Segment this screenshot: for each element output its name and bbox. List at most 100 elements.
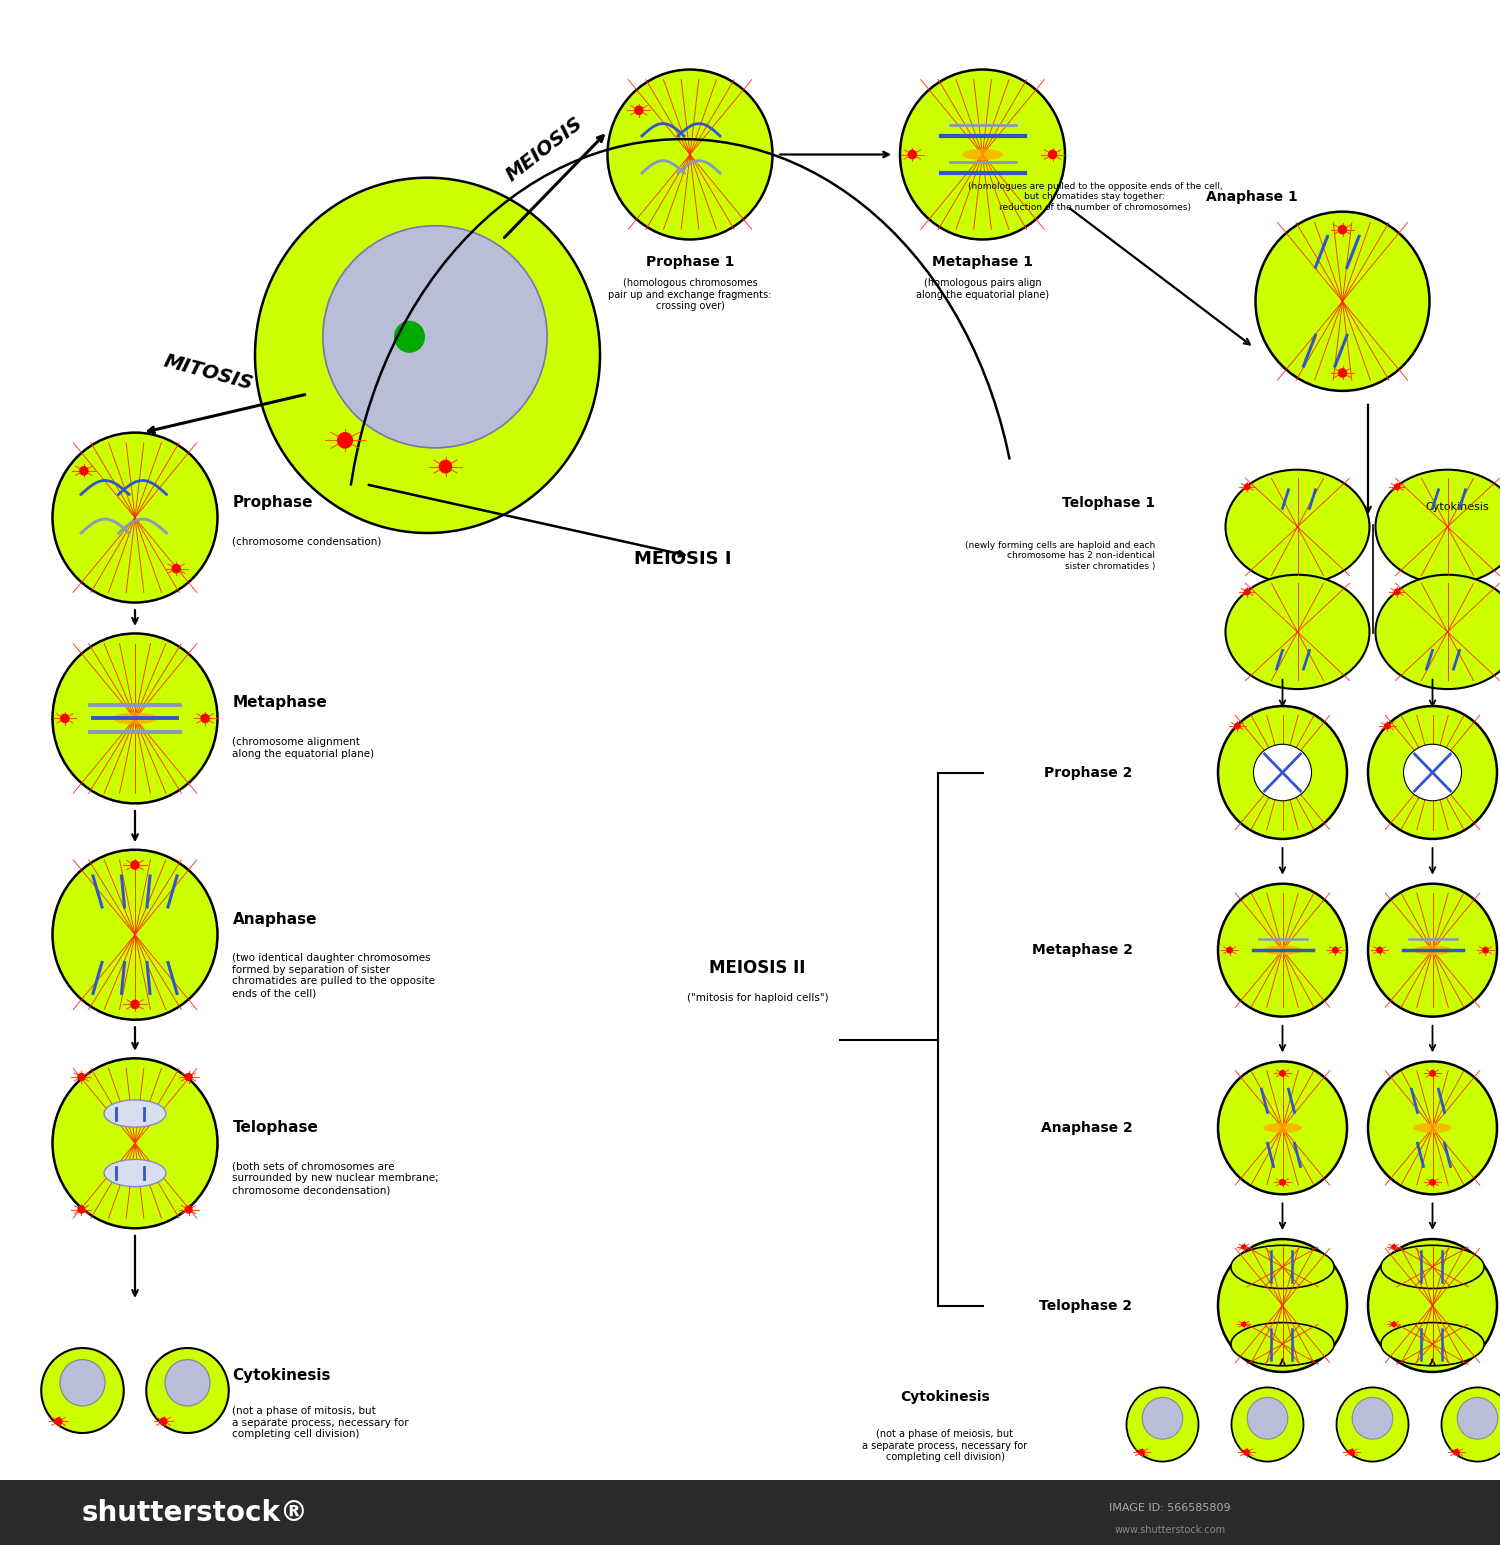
Circle shape	[1394, 589, 1401, 595]
Ellipse shape	[1413, 1123, 1452, 1132]
Text: ("mitosis for haploid cells"): ("mitosis for haploid cells")	[687, 993, 828, 1003]
Ellipse shape	[42, 1347, 123, 1434]
Ellipse shape	[1368, 1239, 1497, 1372]
Ellipse shape	[1248, 1397, 1287, 1440]
Circle shape	[1430, 1069, 1436, 1077]
Circle shape	[1226, 947, 1233, 953]
Text: Anaphase: Anaphase	[232, 912, 316, 927]
Ellipse shape	[1226, 575, 1370, 689]
Ellipse shape	[1442, 1387, 1500, 1462]
Circle shape	[201, 714, 210, 723]
Text: Telophase: Telophase	[232, 1120, 318, 1136]
Text: Anaphase 2: Anaphase 2	[1041, 1120, 1132, 1136]
Circle shape	[394, 321, 424, 352]
Circle shape	[1376, 947, 1383, 953]
Circle shape	[1384, 723, 1390, 729]
Ellipse shape	[147, 1347, 228, 1434]
Text: (not a phase of mitosis, but
a separate process, necessary for
completing cell d: (not a phase of mitosis, but a separate …	[232, 1406, 410, 1438]
Text: Cytokinesis: Cytokinesis	[1425, 502, 1490, 511]
Circle shape	[1234, 723, 1240, 729]
Circle shape	[130, 1000, 140, 1009]
Ellipse shape	[104, 1100, 166, 1128]
Circle shape	[1348, 1449, 1354, 1455]
Circle shape	[338, 433, 352, 448]
Ellipse shape	[900, 70, 1065, 239]
Circle shape	[1332, 947, 1340, 953]
Ellipse shape	[1256, 212, 1430, 391]
Circle shape	[1280, 1069, 1286, 1077]
Text: Metaphase 2: Metaphase 2	[1032, 942, 1132, 958]
Circle shape	[78, 1072, 86, 1082]
FancyBboxPatch shape	[0, 1480, 1500, 1545]
Ellipse shape	[53, 633, 217, 803]
Ellipse shape	[1336, 1387, 1408, 1462]
Circle shape	[171, 564, 182, 573]
Ellipse shape	[1126, 1387, 1198, 1462]
Text: MEIOSIS I: MEIOSIS I	[633, 550, 732, 569]
Ellipse shape	[608, 70, 772, 239]
Text: Cytokinesis: Cytokinesis	[232, 1367, 332, 1383]
Ellipse shape	[1232, 1245, 1334, 1289]
Ellipse shape	[104, 1159, 166, 1187]
Text: shutterstock®: shutterstock®	[81, 1499, 309, 1526]
Circle shape	[1240, 1244, 1246, 1250]
Circle shape	[78, 1205, 86, 1214]
Circle shape	[1394, 484, 1401, 490]
Text: (two identical daughter chromosomes
formed by separation of sister
chromatides a: (two identical daughter chromosomes form…	[232, 953, 435, 998]
Ellipse shape	[1353, 1397, 1392, 1440]
Ellipse shape	[1263, 946, 1302, 955]
Ellipse shape	[255, 178, 600, 533]
Ellipse shape	[1382, 1245, 1484, 1289]
Circle shape	[908, 150, 916, 159]
Circle shape	[60, 714, 69, 723]
Text: Cytokinesis: Cytokinesis	[900, 1390, 990, 1404]
Circle shape	[1244, 589, 1251, 595]
Text: www.shutterstock.com: www.shutterstock.com	[1114, 1525, 1226, 1534]
Text: MEIOSIS II: MEIOSIS II	[710, 959, 806, 978]
Circle shape	[1138, 1449, 1144, 1455]
Ellipse shape	[962, 148, 1004, 161]
Circle shape	[1338, 224, 1347, 235]
Circle shape	[1430, 1179, 1436, 1187]
Ellipse shape	[53, 850, 217, 1020]
Circle shape	[54, 1417, 63, 1426]
Text: (homologues are pulled to the opposite ends of the cell,
but chromatides stay to: (homologues are pulled to the opposite e…	[968, 182, 1222, 212]
Circle shape	[1390, 1321, 1396, 1327]
Ellipse shape	[1382, 1323, 1484, 1366]
Ellipse shape	[1404, 745, 1461, 800]
Circle shape	[159, 1417, 168, 1426]
Ellipse shape	[1218, 706, 1347, 839]
Ellipse shape	[53, 1058, 217, 1228]
Ellipse shape	[322, 226, 548, 448]
Ellipse shape	[1368, 1061, 1497, 1194]
Circle shape	[1244, 484, 1251, 490]
Text: Telophase 1: Telophase 1	[1062, 496, 1155, 510]
Ellipse shape	[60, 1360, 105, 1406]
Circle shape	[1338, 368, 1347, 379]
Text: Metaphase 1: Metaphase 1	[932, 255, 1034, 269]
Ellipse shape	[1376, 470, 1500, 584]
Circle shape	[634, 105, 644, 116]
Circle shape	[438, 459, 453, 473]
Text: (homologous chromosomes
pair up and exchange fragments:
crossing over): (homologous chromosomes pair up and exch…	[609, 278, 771, 311]
Text: (homologous pairs align
along the equatorial plane): (homologous pairs align along the equato…	[916, 278, 1048, 300]
Text: (both sets of chromosomes are
surrounded by new nuclear membrane;
chromosome dec: (both sets of chromosomes are surrounded…	[232, 1162, 440, 1194]
Ellipse shape	[1218, 884, 1347, 1017]
Ellipse shape	[1218, 1239, 1347, 1372]
Text: MITOSIS: MITOSIS	[162, 351, 255, 394]
Text: (newly forming cells are haploid and each
chromosome has 2 non-identical
sister : (newly forming cells are haploid and eac…	[964, 541, 1155, 570]
Text: Prophase 2: Prophase 2	[1044, 765, 1132, 780]
Ellipse shape	[1232, 1387, 1304, 1462]
Ellipse shape	[1218, 1061, 1347, 1194]
Text: Prophase 1: Prophase 1	[646, 255, 734, 269]
Text: Prophase: Prophase	[232, 494, 314, 510]
Circle shape	[184, 1205, 192, 1214]
Ellipse shape	[112, 712, 158, 725]
Text: (chromosome alignment
along the equatorial plane): (chromosome alignment along the equatori…	[232, 737, 375, 759]
Text: Metaphase: Metaphase	[232, 695, 327, 711]
Ellipse shape	[1226, 470, 1370, 584]
Text: Telophase 2: Telophase 2	[1040, 1298, 1132, 1313]
Text: IMAGE ID: 566585809: IMAGE ID: 566585809	[1108, 1503, 1232, 1513]
Circle shape	[1454, 1449, 1460, 1455]
Text: (not a phase of meiosis, but
a separate process, necessary for
completing cell d: (not a phase of meiosis, but a separate …	[862, 1429, 1028, 1462]
